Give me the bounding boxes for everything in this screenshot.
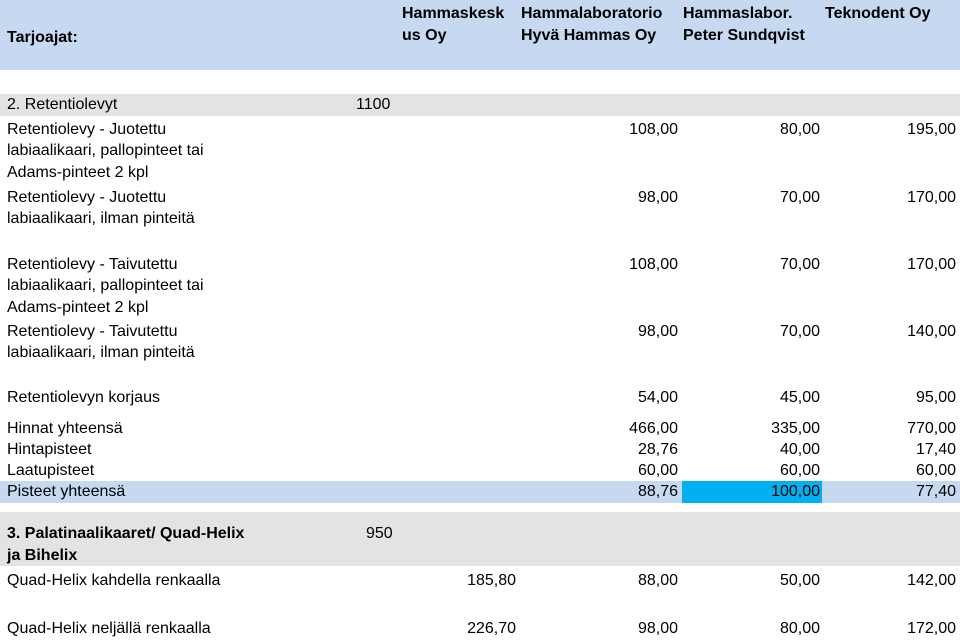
summary-cell: 335,00 <box>771 420 820 437</box>
summary-cell: 40,00 <box>779 441 820 458</box>
price-cell: 140,00 <box>907 323 956 340</box>
price-cell: 108,00 <box>629 256 678 273</box>
header-label: Tarjoajat: <box>7 29 78 46</box>
summary-cell: 28,76 <box>637 441 678 458</box>
spacer-row <box>0 70 960 94</box>
row-label-line: Retentiolevy - Taivutettu <box>7 323 178 340</box>
summary-cell: 88,76 <box>637 483 678 500</box>
row-label-line: labiaalikaari, ilman pinteitä <box>7 210 195 227</box>
section-3-title-line: ja Bihelix <box>7 547 78 564</box>
row-label-line: Retentiolevyn korjaus <box>7 389 160 406</box>
section-3-header <box>0 512 960 566</box>
section-3-quantity: 950 <box>366 525 393 542</box>
row-label-line: Retentiolevy - Juotettu <box>7 189 167 206</box>
price-cell: 108,00 <box>629 121 678 138</box>
summary-label: Hinnat yhteensä <box>7 420 123 437</box>
section-2-title: 2. Retentiolevyt <box>7 96 118 113</box>
price-cell: 54,00 <box>637 389 678 406</box>
supplier-2-line-2: Hyvä Hammas Oy <box>521 27 657 44</box>
price-cell: 142,00 <box>907 572 956 589</box>
row-label-line: Adams-pinteet 2 kpl <box>7 299 149 316</box>
price-cell: 70,00 <box>779 189 820 206</box>
price-cell: 88,00 <box>637 572 678 589</box>
price-cell: 80,00 <box>779 121 820 138</box>
price-cell: 98,00 <box>637 620 678 637</box>
supplier-4-line-1: Teknodent Oy <box>825 5 931 22</box>
price-cell: 98,00 <box>637 323 678 340</box>
row-label: Quad-Helix neljällä renkaalla <box>7 620 211 637</box>
row-label-line: Adams-pinteet 2 kpl <box>7 164 149 181</box>
best-score-highlight <box>682 481 822 503</box>
summary-cell: 60,00 <box>637 462 678 479</box>
section-3-title-line: 3. Palatinaalikaaret/ Quad-Helix <box>7 525 245 542</box>
price-cell: 170,00 <box>907 189 956 206</box>
price-cell: 185,80 <box>467 572 516 589</box>
summary-cell: 60,00 <box>779 462 820 479</box>
section-2-header <box>0 94 960 116</box>
summary-cell: 770,00 <box>907 420 956 437</box>
summary-cell: 77,40 <box>915 483 956 500</box>
header-row <box>0 0 960 70</box>
price-cell: 70,00 <box>779 323 820 340</box>
row-label-line: labiaalikaari, ilman pinteitä <box>7 344 195 361</box>
row-label-line: Retentiolevy - Taivutettu <box>7 256 178 273</box>
summary-label: Laatupisteet <box>7 462 95 479</box>
summary-cell: 466,00 <box>629 420 678 437</box>
section-2-quantity: 1100 <box>356 96 391 113</box>
price-cell: 80,00 <box>779 620 820 637</box>
summary-cell: 60,00 <box>915 462 956 479</box>
price-cell: 50,00 <box>779 572 820 589</box>
price-cell: 70,00 <box>779 256 820 273</box>
price-cell: 226,70 <box>467 620 516 637</box>
row-label-line: labiaalikaari, pallopinteet tai <box>7 142 204 159</box>
row-label-line: Retentiolevy - Juotettu <box>7 121 167 138</box>
price-cell: 172,00 <box>907 620 956 637</box>
row-label: Quad-Helix kahdella renkaalla <box>7 572 221 589</box>
row-label-line: labiaalikaari, pallopinteet tai <box>7 277 204 294</box>
supplier-3-line-1: Hammaslabor. <box>683 5 793 22</box>
price-cell: 95,00 <box>915 389 956 406</box>
supplier-1-line-1: Hammaskesk <box>402 5 505 22</box>
summary-label: Hintapisteet <box>7 441 92 458</box>
summary-label: Pisteet yhteensä <box>7 483 126 500</box>
price-cell: 195,00 <box>907 121 956 138</box>
price-cell: 170,00 <box>907 256 956 273</box>
supplier-1-line-2: us Oy <box>402 27 447 44</box>
price-cell: 45,00 <box>779 389 820 406</box>
summary-cell-best: 100,00 <box>771 483 820 500</box>
summary-cell: 17,40 <box>915 441 956 458</box>
supplier-2-line-1: Hammalaboratorio <box>521 5 663 22</box>
supplier-3-line-2: Peter Sundqvist <box>683 27 805 44</box>
price-cell: 98,00 <box>637 189 678 206</box>
